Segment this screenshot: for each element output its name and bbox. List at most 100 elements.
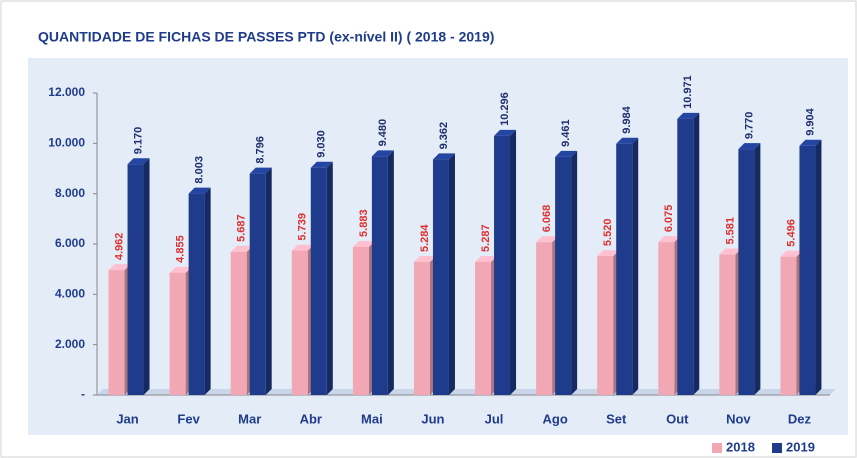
bar-front bbox=[371, 156, 388, 395]
x-tick-label: Fev bbox=[177, 411, 200, 426]
x-tick-label: Jun bbox=[421, 411, 444, 426]
bar-side bbox=[510, 129, 517, 395]
bar-front bbox=[249, 173, 266, 395]
legend-swatch bbox=[772, 443, 782, 453]
bar bbox=[127, 158, 150, 395]
floor bbox=[97, 389, 836, 395]
bar-top bbox=[230, 245, 253, 252]
bar-top bbox=[536, 236, 559, 243]
x-tick-label: Set bbox=[606, 411, 627, 426]
bar-top bbox=[719, 248, 742, 255]
bar bbox=[432, 153, 455, 395]
bar-top bbox=[371, 150, 394, 157]
bar-top bbox=[616, 137, 639, 144]
value-label: 5.496 bbox=[785, 219, 797, 247]
bar-front bbox=[291, 250, 308, 395]
bar-front bbox=[310, 167, 327, 395]
x-tick-label: Nov bbox=[726, 411, 751, 426]
bar-top bbox=[188, 187, 211, 194]
bar bbox=[738, 143, 761, 395]
bar-top bbox=[475, 255, 498, 262]
legend-swatch bbox=[712, 443, 722, 453]
y-tick-label: 4.000 bbox=[55, 287, 85, 301]
bar-top bbox=[127, 158, 150, 165]
x-tick-label: Ago bbox=[542, 411, 567, 426]
value-label: 9.770 bbox=[743, 112, 755, 140]
value-label: 8.796 bbox=[255, 136, 267, 164]
bar-front bbox=[780, 256, 797, 395]
value-label: 6.068 bbox=[541, 205, 553, 233]
bar bbox=[555, 150, 578, 395]
bar-side bbox=[571, 150, 578, 395]
bar-top bbox=[310, 161, 333, 168]
bar bbox=[719, 248, 742, 395]
bar-top bbox=[597, 250, 620, 257]
bar bbox=[616, 137, 639, 395]
value-label: 10.296 bbox=[499, 92, 511, 126]
bar bbox=[371, 150, 394, 395]
bar-side bbox=[387, 150, 394, 395]
bar-front bbox=[494, 135, 511, 395]
bar bbox=[475, 255, 498, 395]
bar bbox=[108, 264, 131, 395]
bar-front bbox=[555, 156, 572, 395]
bar-top bbox=[494, 129, 517, 136]
legend-label: 2019 bbox=[786, 439, 815, 454]
bar-top bbox=[658, 236, 681, 243]
bar-top bbox=[677, 112, 700, 119]
value-label: 5.581 bbox=[724, 217, 736, 245]
bar bbox=[494, 129, 517, 395]
bar-top bbox=[555, 150, 578, 157]
value-label: 8.003 bbox=[194, 156, 206, 184]
bar-side bbox=[448, 153, 455, 395]
bar-front bbox=[352, 246, 369, 395]
bar-front bbox=[230, 251, 247, 395]
bar bbox=[799, 139, 822, 395]
bar-front bbox=[413, 262, 430, 395]
value-label: 5.520 bbox=[602, 219, 614, 247]
x-tick-label: Jan bbox=[116, 411, 138, 426]
bar-front bbox=[658, 242, 675, 395]
bar bbox=[249, 167, 272, 395]
bar-top bbox=[108, 264, 131, 271]
bar-side bbox=[693, 112, 700, 396]
bar-front bbox=[475, 261, 492, 395]
value-label: 6.075 bbox=[663, 205, 675, 233]
bar-top bbox=[413, 256, 436, 263]
bar bbox=[677, 112, 700, 396]
x-tick-label: Mar bbox=[238, 411, 261, 426]
bar bbox=[291, 244, 314, 395]
y-tick-label: 12.000 bbox=[48, 85, 85, 99]
y-tick-label: 2.000 bbox=[55, 337, 85, 351]
bar-front bbox=[169, 272, 186, 395]
value-label: 10.971 bbox=[682, 75, 694, 109]
bar-top bbox=[799, 139, 822, 146]
value-label: 5.284 bbox=[419, 224, 431, 252]
bar bbox=[352, 240, 375, 395]
bar bbox=[658, 236, 681, 395]
value-label: 5.883 bbox=[358, 209, 370, 237]
bar-front bbox=[108, 270, 125, 395]
value-label: 5.287 bbox=[480, 224, 492, 252]
value-label: 4.962 bbox=[113, 233, 125, 261]
bar-front bbox=[432, 159, 449, 395]
x-tick-label: Out bbox=[666, 411, 689, 426]
value-label: 4.855 bbox=[175, 235, 187, 263]
x-tick-label: Mai bbox=[361, 411, 383, 426]
bar-front bbox=[616, 143, 633, 395]
value-label: 9.984 bbox=[621, 105, 633, 133]
bar-side bbox=[265, 167, 272, 395]
bar-top bbox=[432, 153, 455, 160]
bar-top bbox=[780, 250, 803, 257]
bar-front bbox=[677, 118, 694, 396]
value-label: 5.687 bbox=[236, 214, 248, 242]
bar-top bbox=[291, 244, 314, 251]
x-tick-label: Jul bbox=[485, 411, 504, 426]
bar-side bbox=[632, 137, 639, 395]
bar-top bbox=[738, 143, 761, 150]
value-label: 9.170 bbox=[132, 127, 144, 155]
value-label: 9.362 bbox=[438, 122, 450, 150]
bar-front bbox=[719, 254, 736, 395]
bar-top bbox=[169, 266, 192, 273]
